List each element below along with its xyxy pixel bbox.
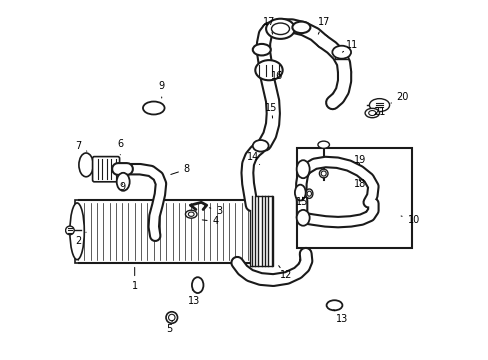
Text: 4: 4 xyxy=(202,216,218,226)
Ellipse shape xyxy=(166,312,177,323)
Ellipse shape xyxy=(365,108,379,118)
Text: 13: 13 xyxy=(333,310,347,324)
Text: 8: 8 xyxy=(170,164,189,175)
Text: 17: 17 xyxy=(317,17,329,34)
Ellipse shape xyxy=(185,210,197,218)
Ellipse shape xyxy=(79,153,93,177)
Ellipse shape xyxy=(294,185,305,201)
Ellipse shape xyxy=(188,212,194,216)
Bar xyxy=(335,50,347,59)
Text: 6: 6 xyxy=(117,139,123,155)
Text: 15: 15 xyxy=(265,103,277,118)
Ellipse shape xyxy=(368,99,389,112)
Text: 21: 21 xyxy=(372,107,385,117)
Text: 2: 2 xyxy=(75,232,86,246)
Text: 9: 9 xyxy=(119,182,125,192)
Ellipse shape xyxy=(332,46,350,59)
Ellipse shape xyxy=(70,203,84,260)
Ellipse shape xyxy=(368,111,375,116)
Bar xyxy=(296,148,411,248)
Text: 19: 19 xyxy=(353,155,365,165)
FancyBboxPatch shape xyxy=(92,157,120,182)
Text: 15: 15 xyxy=(295,197,307,207)
Text: 1: 1 xyxy=(131,267,138,291)
Ellipse shape xyxy=(168,314,175,321)
Bar xyxy=(75,200,269,263)
Text: 10: 10 xyxy=(400,215,419,225)
Text: 18: 18 xyxy=(353,179,365,189)
Ellipse shape xyxy=(326,300,342,310)
Ellipse shape xyxy=(321,171,325,176)
Ellipse shape xyxy=(117,173,129,191)
Bar xyxy=(249,196,273,266)
Text: 3: 3 xyxy=(209,206,222,216)
Ellipse shape xyxy=(142,102,164,114)
Ellipse shape xyxy=(305,189,312,198)
Ellipse shape xyxy=(296,160,309,178)
Ellipse shape xyxy=(192,277,203,293)
Ellipse shape xyxy=(317,141,329,148)
Text: 14: 14 xyxy=(247,152,259,165)
Text: 5: 5 xyxy=(165,320,172,334)
Ellipse shape xyxy=(255,60,282,80)
Ellipse shape xyxy=(306,191,311,196)
Ellipse shape xyxy=(271,23,289,35)
Text: 7: 7 xyxy=(75,141,87,151)
Text: 17: 17 xyxy=(262,17,275,34)
Text: 9: 9 xyxy=(158,81,164,98)
Ellipse shape xyxy=(319,169,327,178)
Text: 12: 12 xyxy=(278,266,291,280)
Text: 20: 20 xyxy=(390,92,408,103)
Ellipse shape xyxy=(292,22,310,33)
Ellipse shape xyxy=(296,210,309,226)
Text: 11: 11 xyxy=(342,40,358,52)
Text: 13: 13 xyxy=(187,290,200,306)
Text: 16: 16 xyxy=(270,71,283,81)
Ellipse shape xyxy=(265,19,294,39)
Ellipse shape xyxy=(252,44,270,55)
Ellipse shape xyxy=(252,140,268,152)
Ellipse shape xyxy=(65,226,74,235)
